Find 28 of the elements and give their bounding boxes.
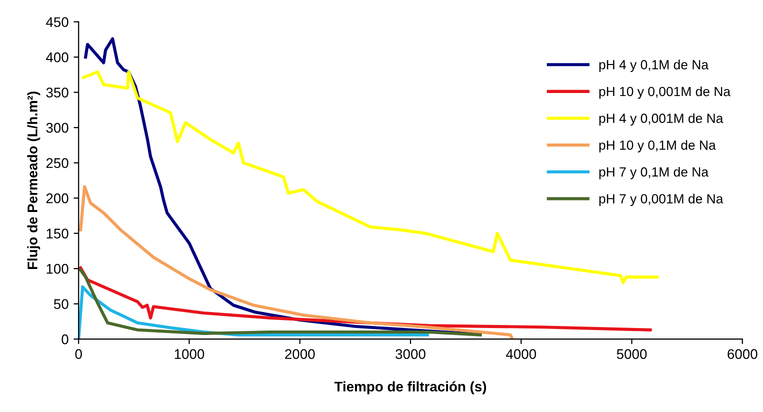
legend-label: pH 4 y 0,001M de Na	[599, 113, 724, 126]
y-tick-label: 200	[46, 193, 68, 204]
y-tick-label: 150	[46, 228, 68, 238]
x-tick-label: 6000	[728, 349, 758, 359]
y-tick-label: 350	[46, 88, 68, 98]
x-tick-label: 1000	[174, 349, 204, 359]
y-tick-label: 100	[46, 264, 68, 274]
legend-label: pH 4 y 0,1M de Na	[599, 60, 709, 72]
legend-label: pH 7 y 0,001M de Na	[599, 194, 724, 206]
y-tick-label: 400	[46, 52, 68, 62]
x-tick-label: 5000	[616, 349, 647, 359]
y-tick-label: 0	[62, 334, 68, 344]
line-series	[78, 285, 429, 340]
legend-label: pH 10 y 0,1M de Na	[599, 140, 716, 152]
x-tick-label: 0	[75, 349, 82, 359]
line-series	[79, 268, 482, 336]
x-tick-label: 3000	[396, 349, 426, 359]
x-tick-label: 2000	[285, 349, 315, 359]
y-tick-label: 250	[46, 158, 68, 168]
y-axis-title: Flujo de Permeado (L/h.m²)	[27, 92, 40, 270]
y-tick-label: 50	[54, 299, 68, 309]
line-series	[79, 185, 514, 340]
x-axis-title: Tiempo de filtración (s)	[334, 381, 486, 394]
legend-label: pH 10 y 0,001M de Na	[599, 86, 731, 99]
y-tick-label: 450	[46, 17, 68, 28]
y-tick-label: 300	[46, 122, 68, 133]
legend-label: pH 7 y 0,1M de Na	[599, 166, 709, 180]
x-tick-label: 4000	[506, 349, 536, 359]
